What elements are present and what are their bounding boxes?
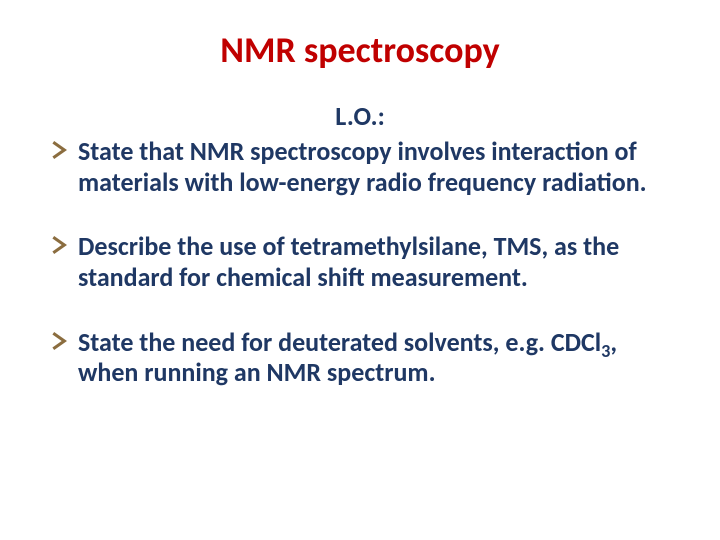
slide-container: NMR spectroscopy L.O.: State that NMR sp… (0, 0, 720, 540)
slide-title: NMR spectroscopy (50, 28, 670, 72)
bullet-list: State that NMR spectroscopy involves int… (50, 136, 670, 388)
chevron-right-icon (50, 139, 72, 161)
bullet-item: State the need for deuterated solvents, … (50, 327, 670, 388)
bullet-text: State that NMR spectroscopy involves int… (78, 136, 670, 197)
chevron-right-icon (50, 330, 72, 352)
chevron-right-icon (50, 234, 72, 256)
bullet-item: State that NMR spectroscopy involves int… (50, 136, 670, 197)
bullet-item: Describe the use of tetramethylsilane, T… (50, 231, 670, 292)
bullet-text: Describe the use of tetramethylsilane, T… (78, 231, 670, 292)
bullet-text: State the need for deuterated solvents, … (78, 327, 670, 388)
learning-objectives-label: L.O.: (50, 100, 670, 132)
